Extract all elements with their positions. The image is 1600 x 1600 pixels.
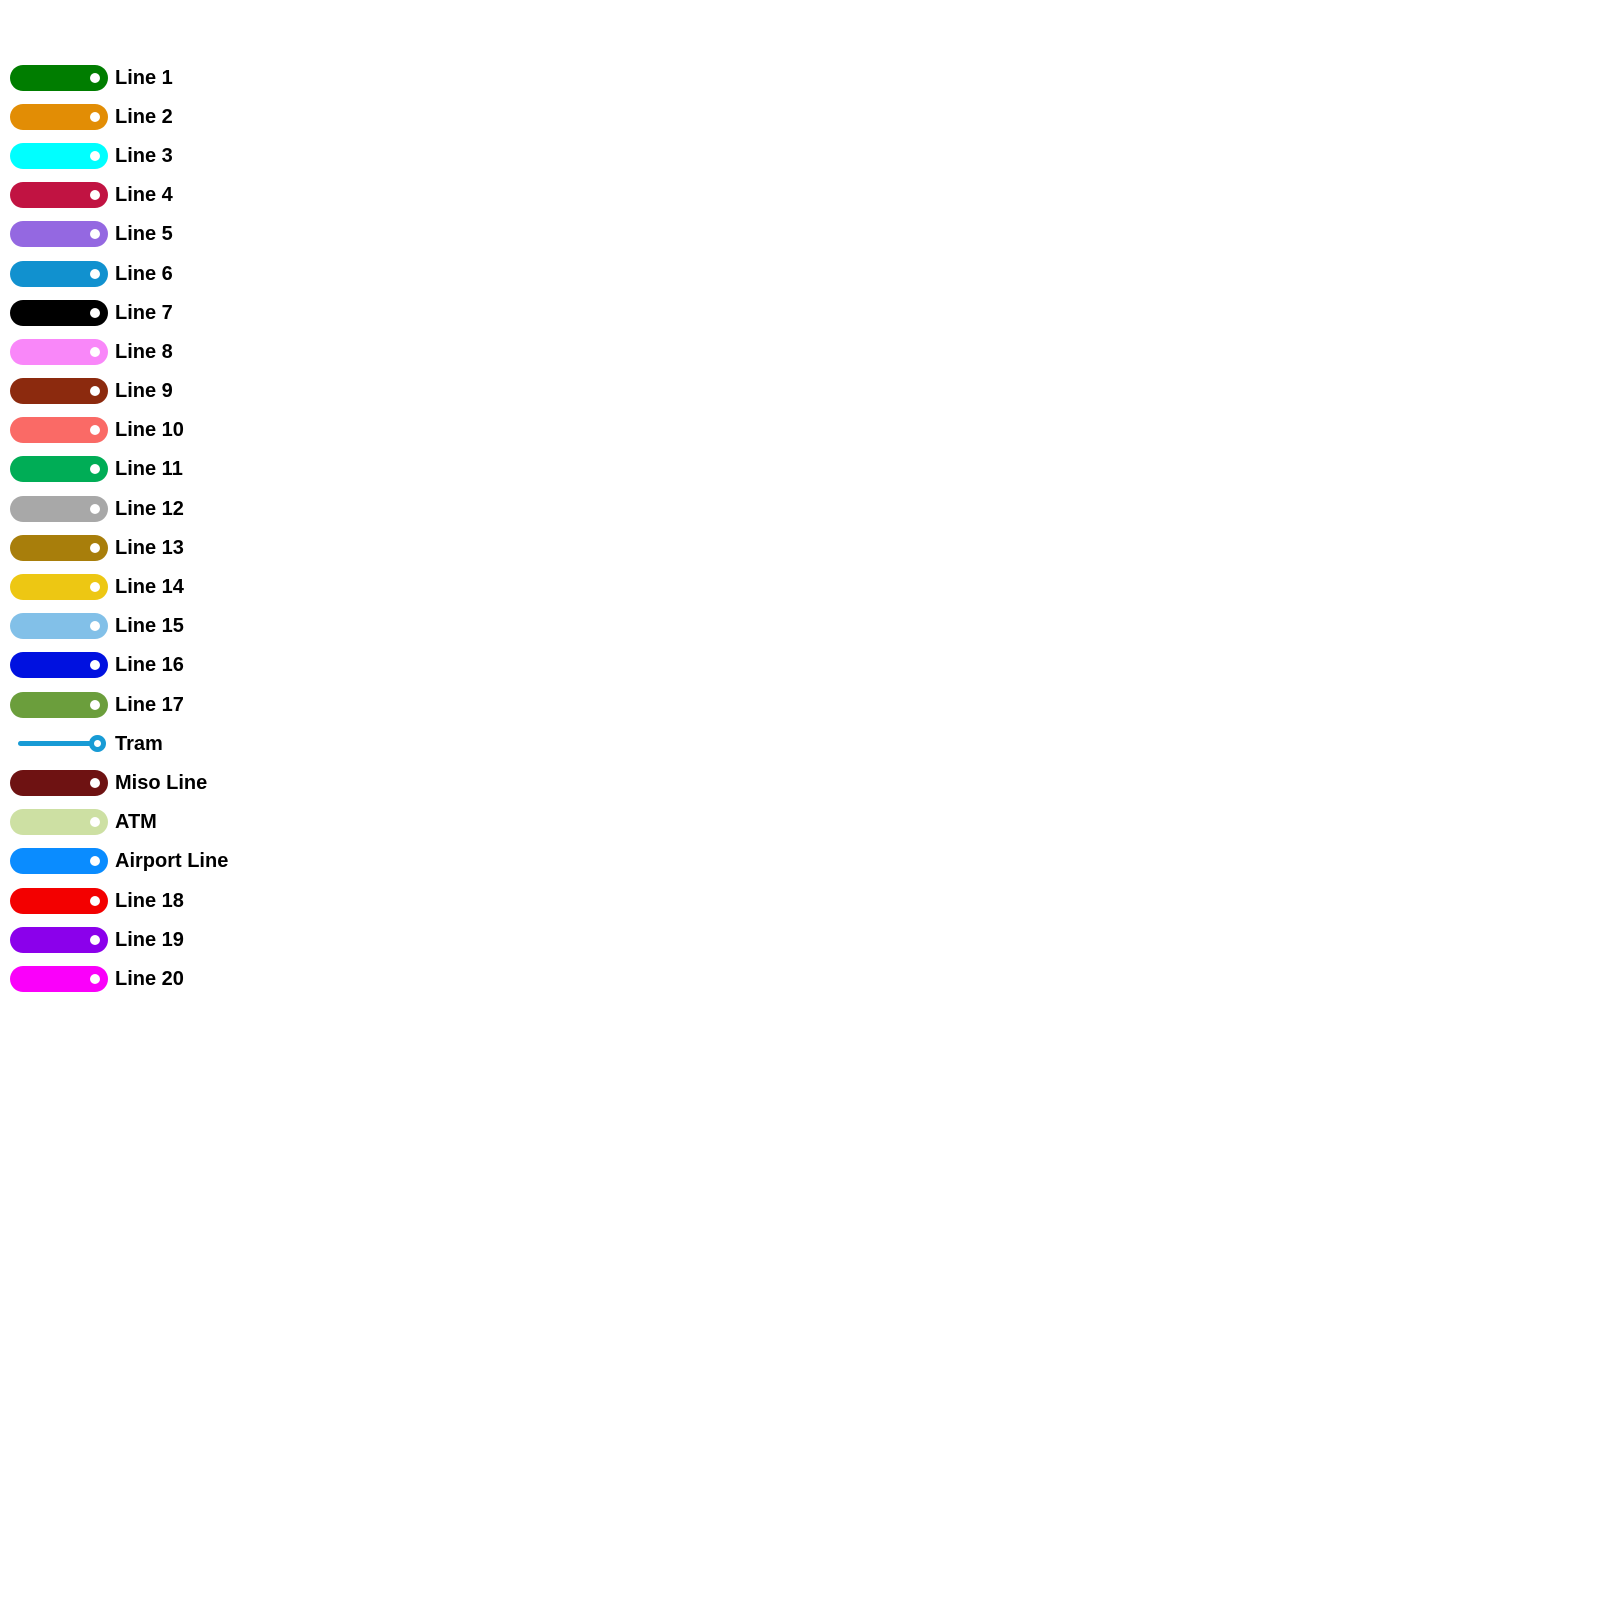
line-color-swatch [10,534,108,561]
legend-row: Line 2 [10,97,228,136]
station-dot-icon [90,72,100,83]
legend-label: Line 12 [115,497,184,520]
station-dot-icon [90,346,100,357]
line-color-swatch [10,731,108,757]
legend-row: Line 1 [10,58,228,97]
station-dot-icon [90,699,100,710]
station-dot-icon [90,190,100,201]
legend-label: Line 13 [115,536,184,559]
station-dot-icon [90,268,100,279]
line-color-swatch [10,338,108,365]
legend-label: Line 11 [115,458,183,481]
legend-label: Line 7 [115,301,173,324]
station-dot-icon [90,660,100,671]
line-color-swatch [10,495,108,522]
legend-row: Airport Line [10,842,228,881]
tram-line [18,741,99,747]
legend-label: Line 20 [115,967,184,990]
legend-row: Line 4 [10,176,228,215]
legend-label: Line 1 [115,66,173,89]
line-color-swatch [10,103,108,130]
line-color-swatch [10,64,108,91]
line-color-swatch [10,769,108,796]
legend-label: Line 14 [115,576,184,599]
legend-label: Line 4 [115,184,173,207]
legend-label: Line 19 [115,928,184,951]
station-dot-icon [90,386,100,397]
legend-row: Line 10 [10,411,228,450]
legend-label: Line 16 [115,654,184,677]
line-color-swatch [10,613,108,640]
station-dot-icon [90,856,100,867]
station-dot-icon [90,817,100,828]
legend-row: Line 8 [10,332,228,371]
legend-row: ATM [10,803,228,842]
legend-row: Line 3 [10,136,228,175]
map-legend: Line 1 Line 2 Line 3 Line 4 Line 5 [10,58,228,999]
station-dot-icon [90,307,100,318]
legend-label: Line 15 [115,615,184,638]
legend-row: Line 7 [10,293,228,332]
legend-label: Airport Line [115,850,229,873]
legend-row: Line 18 [10,881,228,920]
line-color-swatch [10,221,108,248]
legend-label: Line 10 [115,419,184,442]
legend-label: Line 18 [115,889,184,912]
legend-label: Line 17 [115,693,184,716]
station-dot-icon [90,229,100,240]
legend-row: Tram [10,724,228,763]
line-color-swatch [10,142,108,169]
line-color-swatch [10,182,108,209]
station-dot-icon [90,973,100,984]
legend-row: Line 15 [10,607,228,646]
legend-row: Miso Line [10,763,228,802]
station-dot-icon [90,934,100,945]
legend-label: Line 9 [115,380,173,403]
station-dot-icon [90,777,100,788]
legend-row: Line 16 [10,646,228,685]
line-color-swatch [10,574,108,601]
legend-row: Line 12 [10,489,228,528]
station-dot-icon [90,111,100,122]
line-color-swatch [10,260,108,287]
station-dot-icon [90,621,100,632]
station-dot-icon [90,425,100,436]
legend-row: Line 20 [10,959,228,998]
legend-row: Line 6 [10,254,228,293]
station-dot-icon [90,150,100,161]
legend-row: Line 11 [10,450,228,489]
tram-stop-ring-icon [89,735,106,753]
line-color-swatch [10,848,108,875]
legend-row: Line 13 [10,528,228,567]
legend-label: Line 2 [115,105,173,128]
legend-row: Line 9 [10,372,228,411]
legend-row: Line 17 [10,685,228,724]
legend-row: Line 14 [10,567,228,606]
legend-label: Line 8 [115,340,173,363]
line-color-swatch [10,456,108,483]
line-color-swatch [10,378,108,405]
line-color-swatch [10,887,108,914]
station-dot-icon [90,895,100,906]
legend-label: Miso Line [115,771,208,794]
legend-label: Line 5 [115,223,173,246]
legend-row: Line 19 [10,920,228,959]
line-color-swatch [10,965,108,992]
legend-label: Tram [115,732,163,755]
line-color-swatch [10,926,108,953]
station-dot-icon [90,503,100,514]
line-color-swatch [10,691,108,718]
legend-label: ATM [115,811,157,834]
line-color-swatch [10,652,108,679]
line-color-swatch [10,809,108,836]
station-dot-icon [90,464,100,475]
legend-row: Line 5 [10,215,228,254]
line-color-swatch [10,417,108,444]
legend-label: Line 6 [115,262,173,285]
legend-label: Line 3 [115,144,173,167]
station-dot-icon [90,582,100,593]
station-dot-icon [90,542,100,553]
line-color-swatch [10,299,108,326]
